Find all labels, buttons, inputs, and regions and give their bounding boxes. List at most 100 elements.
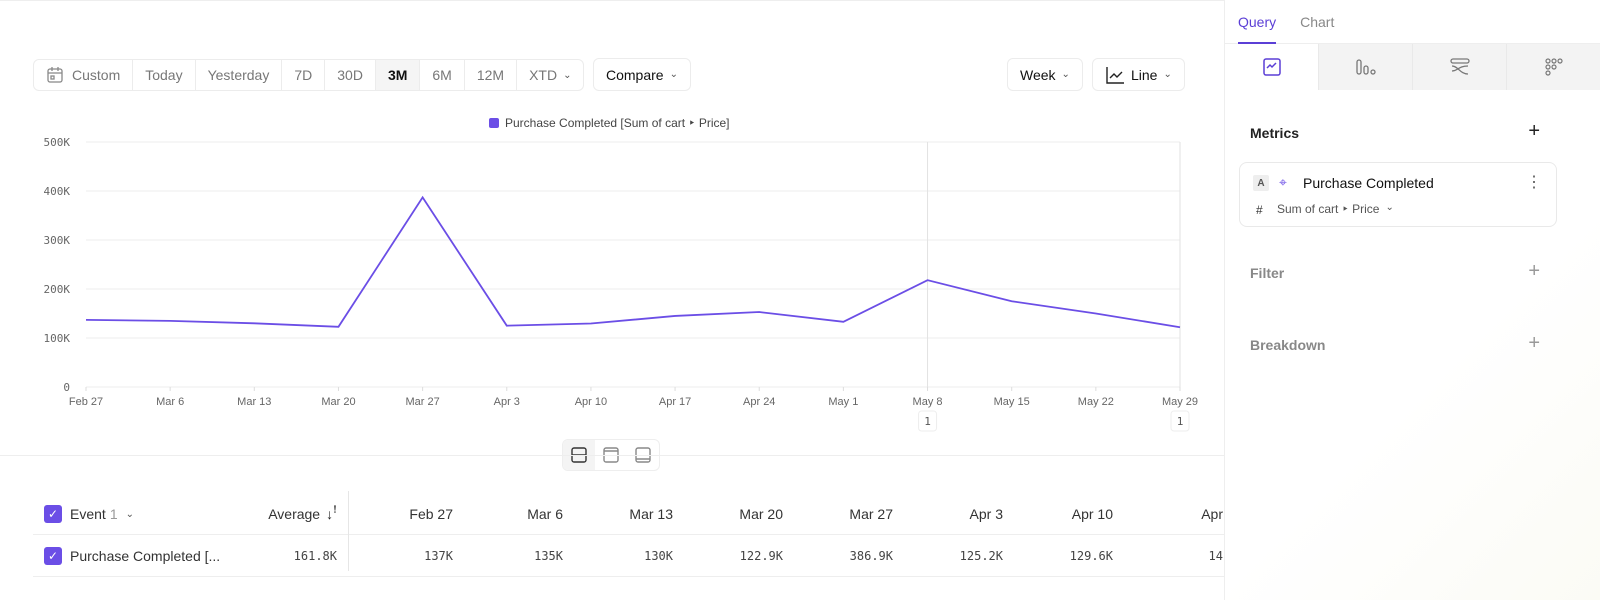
data-point[interactable] xyxy=(249,318,259,328)
range-yesterday[interactable]: Yesterday xyxy=(196,60,283,90)
date-column-header[interactable]: Apr 10 xyxy=(1071,506,1113,522)
calendar-icon xyxy=(47,67,63,83)
main-panel: Custom Today Yesterday 7D 30D 3M 6M 12M … xyxy=(0,0,1224,577)
data-point[interactable] xyxy=(1007,296,1017,306)
range-custom[interactable]: Custom xyxy=(34,60,134,90)
range-xtd[interactable]: XTD ⌄ xyxy=(517,60,583,90)
x-tick-label: Apr 24 xyxy=(743,396,775,408)
event-cell[interactable]: ✓ Purchase Completed [... xyxy=(44,535,220,577)
query-sidebar: Query Chart Metrics + A ⌖ Purchase Compl… xyxy=(1224,0,1600,600)
x-tick-label: Apr 3 xyxy=(494,396,520,408)
flows-tab[interactable] xyxy=(1412,44,1506,90)
date-range-selector: Custom Today Yesterday 7D 30D 3M 6M 12M … xyxy=(33,59,585,91)
data-point[interactable] xyxy=(838,317,848,327)
aggregation-dropdown[interactable]: Sum of cart ‣ Price ⌄ xyxy=(1277,202,1394,216)
checkbox-checked-icon[interactable]: ✓ xyxy=(44,505,62,523)
sort-descending-icon[interactable]: ↓ꜝ xyxy=(326,506,337,522)
x-tick-label: May 15 xyxy=(994,396,1030,408)
x-tick-label: Apr 10 xyxy=(575,396,607,408)
data-point[interactable] xyxy=(1175,322,1185,332)
date-column-header[interactable]: Mar 6 xyxy=(527,506,563,522)
analysis-type-tabs xyxy=(1225,44,1600,90)
chevron-down-icon: ⌄ xyxy=(125,508,134,520)
series-line xyxy=(85,195,1181,329)
average-column-header[interactable]: Average ↓ꜝ xyxy=(233,493,337,535)
insights-tab[interactable] xyxy=(1225,44,1318,90)
date-value-cell: 386.9K xyxy=(849,549,893,563)
x-tick-label: May 8 xyxy=(913,396,943,408)
average-label: Average xyxy=(268,506,321,522)
annotation-label: 1 xyxy=(924,415,931,428)
checkbox-checked-icon[interactable]: ✓ xyxy=(44,547,62,565)
tab-query[interactable]: Query xyxy=(1238,0,1277,44)
range-3m[interactable]: 3M xyxy=(375,60,421,90)
annotation-marker[interactable] xyxy=(1170,410,1190,432)
chevron-down-icon: ⌄ xyxy=(1061,69,1070,80)
data-point[interactable] xyxy=(81,315,91,325)
compare-button[interactable]: Compare ⌄ xyxy=(593,58,691,91)
event-count: 1 xyxy=(109,506,118,522)
data-point[interactable] xyxy=(165,316,175,326)
chevron-down-icon: ⌄ xyxy=(1385,202,1394,213)
retention-tab[interactable] xyxy=(1506,44,1600,90)
range-12m[interactable]: 12M xyxy=(465,60,518,90)
date-column-header[interactable]: Apr xyxy=(1201,506,1223,522)
tab-chart[interactable]: Chart xyxy=(1300,13,1335,30)
data-point[interactable] xyxy=(502,321,512,331)
average-value: 161.8K xyxy=(293,549,337,563)
metric-name[interactable]: Purchase Completed xyxy=(1303,175,1434,191)
y-tick-label: 0 xyxy=(63,381,70,394)
date-column-header[interactable]: Mar 13 xyxy=(629,506,673,522)
range-30d[interactable]: 30D xyxy=(325,60,376,90)
dots-grid-icon xyxy=(1544,58,1563,76)
chart-legend[interactable]: Purchase Completed [Sum of cart ‣ Price] xyxy=(489,116,730,130)
x-tick-label: Apr 17 xyxy=(659,396,691,408)
add-metric-button[interactable]: + xyxy=(1528,120,1540,142)
data-point[interactable] xyxy=(670,311,680,321)
date-column-header[interactable]: Mar 20 xyxy=(739,506,783,522)
add-breakdown-button[interactable]: + xyxy=(1528,332,1540,354)
click-event-icon: ⌖ xyxy=(1279,174,1287,190)
x-tick-label: Feb 27 xyxy=(69,396,103,408)
x-tick-label: May 22 xyxy=(1078,396,1114,408)
date-value-cell: 125.2K xyxy=(959,549,1003,563)
legend-label: Purchase Completed [Sum of cart ‣ Price] xyxy=(505,116,730,130)
x-tick-label: May 29 xyxy=(1162,396,1198,408)
chart-type-dropdown[interactable]: Line ⌄ xyxy=(1092,58,1185,91)
date-column-header[interactable]: Feb 27 xyxy=(409,506,453,522)
data-point[interactable] xyxy=(333,322,343,332)
chevron-down-icon: ⌄ xyxy=(669,69,678,80)
flows-icon xyxy=(1449,58,1470,75)
filter-heading: Filter xyxy=(1250,265,1285,281)
data-point[interactable] xyxy=(586,318,596,328)
annotation-marker[interactable] xyxy=(918,410,938,432)
range-today[interactable]: Today xyxy=(133,60,196,90)
event-column-header[interactable]: ✓ Event 1 ⌄ xyxy=(44,493,134,535)
breakdown-heading: Breakdown xyxy=(1250,337,1326,353)
range-6m[interactable]: 6M xyxy=(420,60,465,90)
range-7d[interactable]: 7D xyxy=(282,60,326,90)
insights-chart-icon xyxy=(1262,58,1281,76)
data-point[interactable] xyxy=(418,192,428,202)
data-point[interactable] xyxy=(754,307,764,317)
date-column-header[interactable]: Apr 3 xyxy=(969,506,1003,522)
interval-dropdown[interactable]: Week ⌄ xyxy=(1007,58,1083,91)
data-point[interactable] xyxy=(923,275,933,285)
x-tick-label: Mar 20 xyxy=(321,396,355,408)
range-label: Custom xyxy=(72,67,121,83)
add-filter-button[interactable]: + xyxy=(1528,260,1540,282)
y-tick-label: 200K xyxy=(44,283,71,296)
compare-label: Compare xyxy=(606,66,664,83)
y-tick-label: 100K xyxy=(44,332,71,345)
hash-icon: # xyxy=(1256,203,1263,217)
chevron-down-icon: ⌄ xyxy=(1163,69,1172,80)
date-value-cell: 129.6K xyxy=(1069,549,1113,563)
more-options-icon[interactable]: ⋮ xyxy=(1526,174,1542,191)
funnels-tab[interactable] xyxy=(1318,44,1412,90)
data-point[interactable] xyxy=(1091,309,1101,319)
y-tick-label: 300K xyxy=(44,234,71,247)
event-header-label: Event xyxy=(70,506,106,522)
date-column-header[interactable]: Mar 27 xyxy=(849,506,893,522)
aggregation-label: Sum of cart ‣ Price xyxy=(1277,202,1380,216)
metric-card[interactable]: A ⌖ Purchase Completed ⋮ # Sum of cart ‣… xyxy=(1239,162,1557,227)
